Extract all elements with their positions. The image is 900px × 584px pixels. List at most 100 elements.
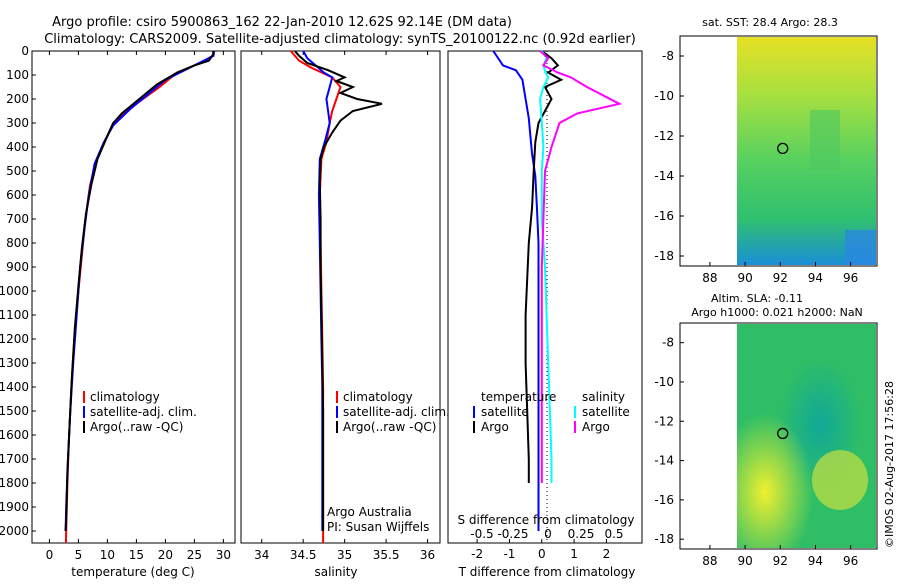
map-y-tick-label: -8	[662, 49, 674, 63]
series-t-argo	[524, 50, 564, 483]
difference-x-axis: -2 -1 0 1 2 -0.5 -0.25 0 0.25 0.5	[470, 527, 623, 561]
map-y-tick-label: -18	[654, 249, 674, 263]
t-diff-tick-label: 0	[538, 547, 546, 561]
depth-tick-label: 900	[6, 260, 29, 274]
temperature-x-axis: 0 5 10 15 20 25 30	[46, 51, 231, 562]
map-y-tick-label: -8	[662, 336, 674, 350]
sla-high-region	[737, 324, 876, 548]
legend-t-satellite: satellite	[481, 405, 529, 419]
legend-temperature-title: temperature	[481, 390, 556, 404]
sst-title: sat. SST: 28.4 Argo: 28.3	[702, 16, 838, 29]
temperature-axes	[31, 50, 236, 544]
depth-tick-label: 1600	[0, 428, 29, 442]
difference-legend: temperature salinity satellite Argo sate…	[473, 390, 630, 434]
argo-position-marker	[777, 142, 789, 155]
temperature-legend: climatology satellite-adj. clim. Argo(..…	[83, 390, 197, 434]
difference-panel: -2 -1 0 1 2 -0.5 -0.25 0 0.25 0.5 S difference fr…	[447, 50, 643, 579]
s-diff-tick-label: 0.25	[568, 527, 595, 541]
s-diff-tick-label: -0.5	[470, 527, 493, 541]
temperature-panel: 0100200300400500600700800900100011001200…	[0, 44, 452, 579]
depth-tick-label: 1000	[0, 284, 29, 298]
header-line1: Argo profile: csiro 5900863_162 22-Jan-2…	[52, 15, 512, 30]
legend-climatology: climatology	[90, 390, 160, 404]
series-argo-raw-qc-	[294, 50, 383, 531]
salinity-lines	[290, 50, 383, 543]
depth-tick-label: 600	[6, 188, 29, 202]
map-x-tick-label: 90	[737, 271, 752, 285]
depth-tick-label: 1100	[0, 308, 29, 322]
sal-legend-climatology: climatology	[343, 390, 413, 404]
map-y-tick-label: -16	[654, 493, 674, 507]
x-tick-label: 20	[158, 548, 173, 562]
x-tick-label: 25	[187, 548, 202, 562]
salinity-legend: climatology satellite-adj. clim. Argo(..…	[336, 390, 450, 434]
sla-axis-ticks: 88 90 92 94 96 -8 -10 -12 -14 -16 -18	[654, 336, 858, 568]
map-y-tick-label: -10	[654, 89, 674, 103]
depth-tick-label: 1700	[0, 452, 29, 466]
depth-tick-label: 1300	[0, 356, 29, 370]
credit-text: ©IMOS 02-Aug-2017 17:56:28	[883, 381, 896, 548]
map-y-tick-label: -16	[654, 209, 674, 223]
sst-field	[737, 37, 876, 265]
sla-subtitle: Argo h1000: 0.021 h2000: NaN	[691, 306, 863, 319]
sla-map-panel: Altim. SLA: -0.11 Argo h1000: 0.021 h200…	[654, 292, 878, 568]
x-tick-label: 30	[216, 548, 231, 562]
annotation-argo-australia: Argo Australia	[327, 505, 412, 519]
x-tick-label: 5	[75, 548, 83, 562]
annotation-pi: PI: Susan Wijffels	[327, 520, 429, 534]
salinity-panel: 34 34.5 35 35.5 36 salinity climatology sate…	[240, 50, 450, 579]
t-diff-tick-label: -1	[503, 547, 515, 561]
legend-s-argo: Argo	[582, 420, 610, 434]
depth-tick-label: 200	[6, 92, 29, 106]
series-t-satellite	[492, 50, 540, 531]
legend-argo: Argo(..raw -QC)	[90, 420, 183, 434]
sla-title: Altim. SLA: -0.11	[711, 292, 803, 305]
map-x-tick-label: 90	[737, 554, 752, 568]
map-x-tick-label: 92	[773, 271, 788, 285]
difference-lines	[492, 50, 623, 531]
x-tick-label: 10	[100, 548, 115, 562]
depth-tick-label: 1400	[0, 380, 29, 394]
t-diff-tick-label: -2	[471, 547, 483, 561]
series-s-satellite	[539, 50, 553, 483]
salinity-x-axis: 34 34.5 35 35.5 36	[254, 51, 435, 562]
legend-s-satellite: satellite	[582, 405, 630, 419]
salinity-axes	[240, 50, 441, 544]
map-x-tick-label: 96	[843, 554, 858, 568]
depth-tick-label: 700	[6, 212, 29, 226]
map-x-tick-label: 96	[843, 271, 858, 285]
sal-legend-satellite: satellite-adj. clim.	[343, 405, 450, 419]
salinity-xlabel: salinity	[314, 565, 357, 579]
depth-tick-label: 0	[21, 44, 29, 58]
temperature-lines	[64, 50, 216, 544]
s-diff-tick-label: 0	[544, 527, 552, 541]
map-x-tick-label: 88	[702, 271, 717, 285]
series-argo-raw-qc-	[64, 50, 215, 532]
x-tick-label: 35.5	[373, 548, 400, 562]
depth-tick-label: 100	[6, 68, 29, 82]
x-tick-label: 34	[254, 548, 269, 562]
sst-cool-patch	[845, 230, 876, 265]
map-y-tick-label: -10	[654, 375, 674, 389]
map-x-tick-label: 94	[808, 271, 823, 285]
depth-tick-label: 1900	[0, 500, 29, 514]
depth-tick-label: 1500	[0, 404, 29, 418]
sal-legend-argo: Argo(..raw -QC)	[343, 420, 436, 434]
depth-tick-label: 800	[6, 236, 29, 250]
map-y-tick-label: -12	[654, 414, 674, 428]
header-line2: Climatology: CARS2009. Satellite-adjuste…	[44, 32, 636, 47]
legend-satellite: satellite-adj. clim.	[90, 405, 197, 419]
sst-map-panel: sat. SST: 28.4 Argo: 28.3 88 90 92 94 96 -8 -1…	[654, 16, 878, 285]
map-x-tick-label: 94	[808, 554, 823, 568]
depth-tick-label: 1800	[0, 476, 29, 490]
depth-tick-label: 500	[6, 164, 29, 178]
sst-patch	[810, 110, 840, 170]
x-tick-label: 36	[420, 548, 435, 562]
legend-salinity-title: salinity	[582, 390, 625, 404]
map-y-tick-label: -14	[654, 169, 674, 183]
sst-axis-ticks: 88 90 92 94 96 -8 -10 -12 -14 -16 -18	[654, 49, 858, 285]
depth-tick-label: 300	[6, 116, 29, 130]
t-difference-label: T difference from climatology	[458, 565, 636, 579]
t-diff-tick-label: 1	[570, 547, 578, 561]
map-y-tick-label: -18	[654, 532, 674, 546]
